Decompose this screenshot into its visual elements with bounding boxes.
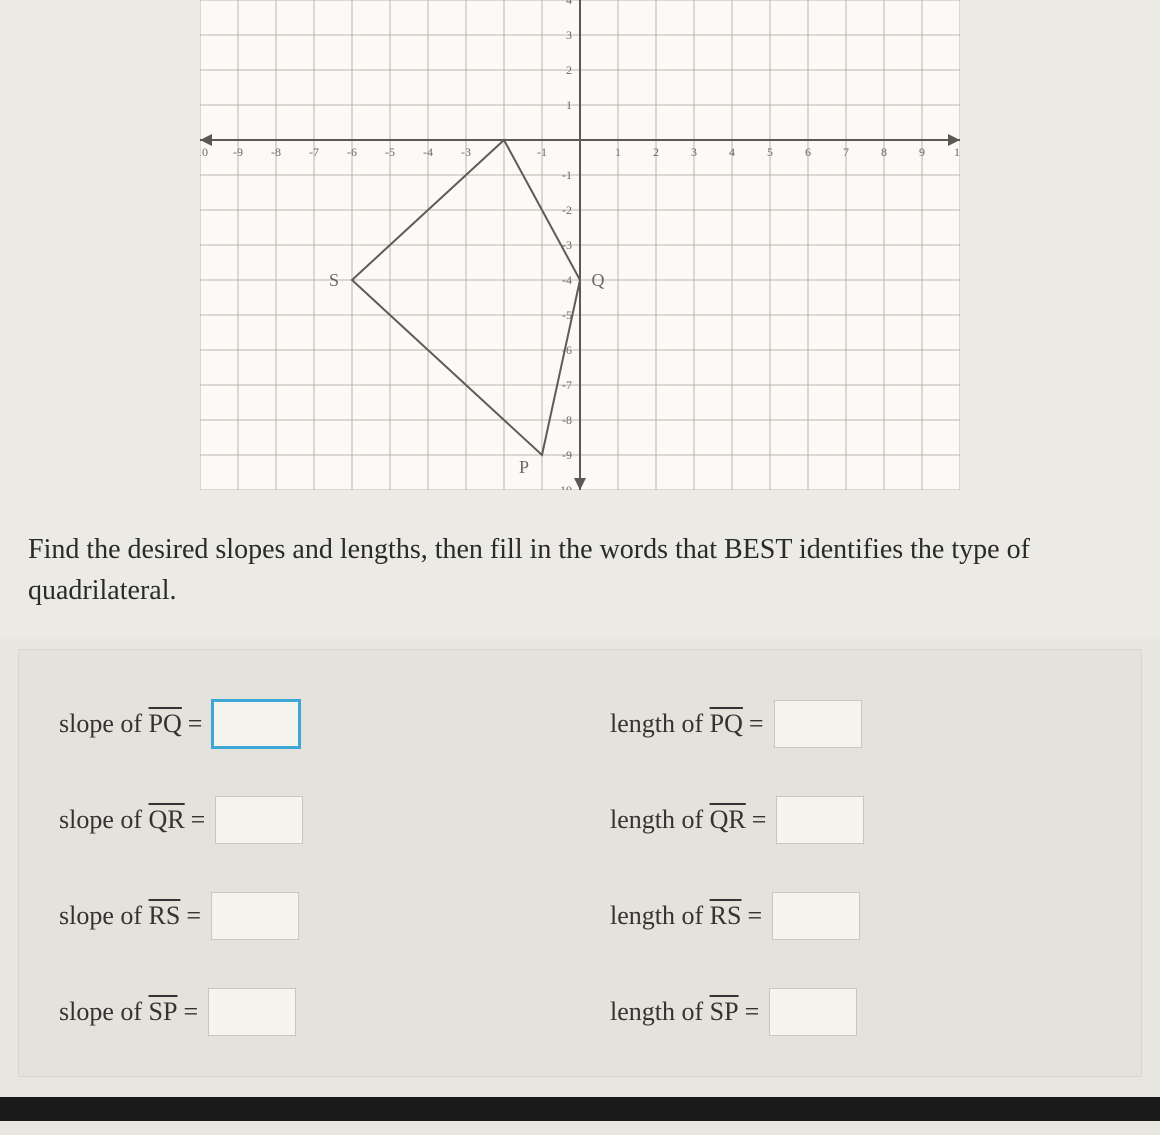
slope-rs-field: slope of RS = — [59, 892, 550, 940]
length-label: length of — [610, 805, 703, 835]
svg-text:4: 4 — [566, 0, 572, 7]
equals-sign: = — [183, 997, 198, 1027]
length-label: length of — [610, 901, 703, 931]
svg-text:2: 2 — [653, 145, 659, 159]
slope-label: slope of — [59, 997, 142, 1027]
svg-text:1: 1 — [615, 145, 621, 159]
svg-text:1: 1 — [566, 98, 572, 112]
equals-sign: = — [191, 805, 206, 835]
svg-text:10: 10 — [954, 145, 960, 159]
equals-sign: = — [749, 709, 764, 739]
chart-container: -10-9-8-7-6-5-4-3-1123456789104321-1-2-3… — [0, 0, 1160, 490]
segment-sp: SP — [710, 997, 739, 1027]
length-qr-input[interactable] — [776, 796, 864, 844]
segment-rs: RS — [149, 901, 181, 931]
svg-text:4: 4 — [729, 145, 735, 159]
svg-text:-3: -3 — [461, 145, 471, 159]
svg-text:2: 2 — [566, 63, 572, 77]
svg-text:-4: -4 — [423, 145, 433, 159]
svg-text:-7: -7 — [562, 378, 572, 392]
length-qr-field: length of QR = — [610, 796, 1101, 844]
segment-pq: PQ — [710, 709, 743, 739]
footer-bar — [0, 1097, 1160, 1121]
length-pq-input[interactable] — [774, 700, 862, 748]
svg-text:-9: -9 — [562, 448, 572, 462]
svg-text:3: 3 — [691, 145, 697, 159]
slope-qr-input[interactable] — [215, 796, 303, 844]
coordinate-grid: -10-9-8-7-6-5-4-3-1123456789104321-1-2-3… — [200, 0, 960, 490]
svg-text:-7: -7 — [309, 145, 319, 159]
length-label: length of — [610, 997, 703, 1027]
svg-text:-5: -5 — [385, 145, 395, 159]
svg-text:-1: -1 — [537, 145, 547, 159]
segment-rs: RS — [710, 901, 742, 931]
svg-text:-10: -10 — [556, 483, 572, 490]
answers-panel: slope of PQ = length of PQ = slope of QR… — [18, 649, 1142, 1077]
svg-text:S: S — [329, 270, 339, 290]
equals-sign: = — [745, 997, 760, 1027]
svg-text:-1: -1 — [562, 168, 572, 182]
svg-text:6: 6 — [805, 145, 811, 159]
length-rs-input[interactable] — [772, 892, 860, 940]
segment-pq: PQ — [149, 709, 182, 739]
segment-qr: QR — [710, 805, 746, 835]
equals-sign: = — [186, 901, 201, 931]
slope-qr-field: slope of QR = — [59, 796, 550, 844]
svg-text:-6: -6 — [347, 145, 357, 159]
length-sp-input[interactable] — [769, 988, 857, 1036]
svg-text:-2: -2 — [562, 203, 572, 217]
svg-text:7: 7 — [843, 145, 849, 159]
slope-rs-input[interactable] — [211, 892, 299, 940]
length-sp-field: length of SP = — [610, 988, 1101, 1036]
slope-sp-field: slope of SP = — [59, 988, 550, 1036]
slope-sp-input[interactable] — [208, 988, 296, 1036]
svg-text:-10: -10 — [200, 145, 208, 159]
question-prompt: Find the desired slopes and lengths, the… — [0, 490, 1160, 639]
slope-pq-field: slope of PQ = — [59, 700, 550, 748]
equals-sign: = — [188, 709, 203, 739]
svg-text:9: 9 — [919, 145, 925, 159]
length-rs-field: length of RS = — [610, 892, 1101, 940]
equals-sign: = — [752, 805, 767, 835]
equals-sign: = — [747, 901, 762, 931]
svg-text:5: 5 — [767, 145, 773, 159]
svg-text:3: 3 — [566, 28, 572, 42]
svg-text:-9: -9 — [233, 145, 243, 159]
slope-label: slope of — [59, 901, 142, 931]
length-pq-field: length of PQ = — [610, 700, 1101, 748]
slope-label: slope of — [59, 805, 142, 835]
slope-pq-input[interactable] — [212, 700, 300, 748]
segment-sp: SP — [149, 997, 178, 1027]
svg-text:-8: -8 — [271, 145, 281, 159]
slope-label: slope of — [59, 709, 142, 739]
svg-text:P: P — [519, 457, 529, 477]
svg-text:8: 8 — [881, 145, 887, 159]
svg-text:-8: -8 — [562, 413, 572, 427]
length-label: length of — [610, 709, 703, 739]
segment-qr: QR — [149, 805, 185, 835]
svg-text:Q: Q — [592, 270, 605, 290]
svg-text:-4: -4 — [562, 273, 572, 287]
